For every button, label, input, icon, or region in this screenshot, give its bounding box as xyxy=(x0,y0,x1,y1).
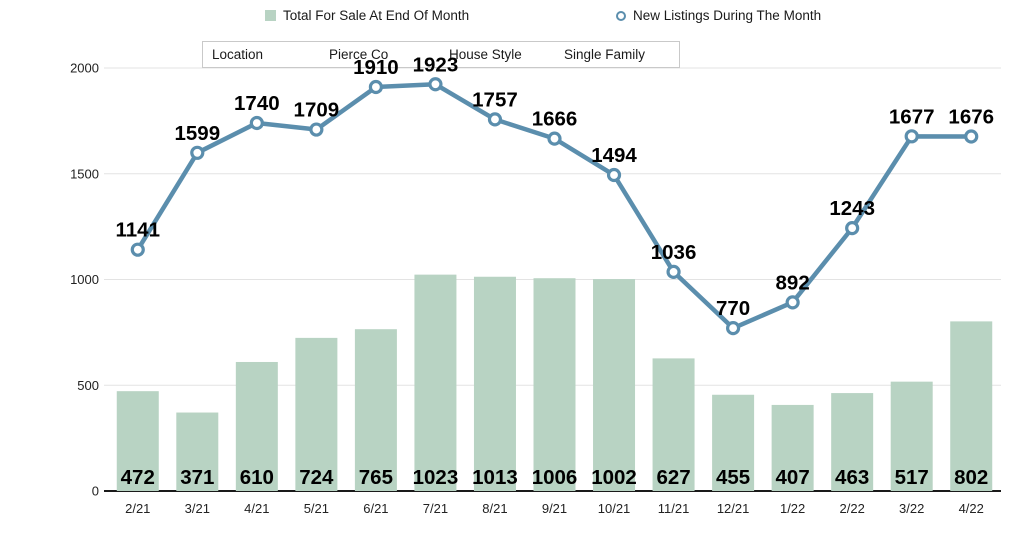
legend-item-total-for-sale[interactable]: Total For Sale At End Of Month xyxy=(265,8,469,23)
bar-value-label: 463 xyxy=(835,466,869,489)
x-tick-label: 12/21 xyxy=(717,501,750,516)
x-tick-label: 4/21 xyxy=(244,501,269,516)
bar-value-label: 455 xyxy=(716,466,750,489)
bar-7/21[interactable] xyxy=(414,274,457,491)
bar-value-label: 371 xyxy=(180,466,214,489)
x-tick-label: 3/22 xyxy=(899,501,924,516)
y-tick-label: 0 xyxy=(92,484,99,499)
filter-location-value: Pierce Co xyxy=(329,47,389,62)
x-tick-label: 6/21 xyxy=(363,501,388,516)
y-tick-label: 1500 xyxy=(70,166,99,181)
bar-11/21[interactable] xyxy=(652,358,695,491)
y-tick-label: 1000 xyxy=(70,272,99,287)
bar-value-label: 1002 xyxy=(591,466,637,489)
x-tick-label: 2/21 xyxy=(125,501,150,516)
bar-12/21[interactable] xyxy=(712,394,755,491)
filter-house-style-value: Single Family xyxy=(564,47,646,62)
x-tick-label: 2/22 xyxy=(840,501,865,516)
bar-value-label: 627 xyxy=(656,466,690,489)
x-tick-label: 8/21 xyxy=(482,501,507,516)
bar-value-label: 802 xyxy=(954,466,988,489)
bar-series-swatch-icon xyxy=(265,10,276,21)
bar-3/22[interactable] xyxy=(890,381,933,491)
filter-house-style-label: House Style xyxy=(449,47,522,62)
bar-4/22[interactable] xyxy=(950,321,993,491)
bar-value-label: 610 xyxy=(240,466,274,489)
bar-6/21[interactable] xyxy=(354,329,397,491)
bar-10/21[interactable] xyxy=(593,279,636,491)
bar-value-label: 1013 xyxy=(472,466,518,489)
y-tick-label: 500 xyxy=(77,378,99,393)
bar-5/21[interactable] xyxy=(295,337,338,491)
bar-value-label: 517 xyxy=(895,466,929,489)
bar-4/21[interactable] xyxy=(235,361,278,491)
line-series-swatch-icon xyxy=(616,10,626,21)
legend-label-new-listings: New Listings During The Month xyxy=(633,8,822,23)
bar-value-label: 765 xyxy=(359,466,393,489)
y-tick-label: 2000 xyxy=(70,61,99,76)
filter-location-label: Location xyxy=(212,47,264,62)
bar-value-label: 724 xyxy=(299,466,334,489)
bar-9/21[interactable] xyxy=(533,278,576,491)
bar-2/22[interactable] xyxy=(831,393,874,491)
bar-8/21[interactable] xyxy=(473,276,516,491)
filter-table: Location Pierce Co House Style Single Fa… xyxy=(202,41,680,68)
bar-3/21[interactable] xyxy=(176,412,219,491)
x-tick-label: 7/21 xyxy=(423,501,448,516)
x-tick-label: 9/21 xyxy=(542,501,567,516)
x-tick-label: 1/22 xyxy=(780,501,805,516)
bar-value-label: 1006 xyxy=(532,466,578,489)
bar-value-label: 472 xyxy=(121,466,155,489)
bar-2/21[interactable] xyxy=(116,391,159,491)
legend-label-total-for-sale: Total For Sale At End Of Month xyxy=(283,8,470,23)
x-tick-label: 3/21 xyxy=(185,501,210,516)
x-tick-label: 4/22 xyxy=(959,501,984,516)
legend-item-new-listings[interactable]: New Listings During The Month xyxy=(616,8,821,23)
x-tick-label: 10/21 xyxy=(598,501,631,516)
bar-value-label: 1023 xyxy=(413,466,459,489)
bar-1/22[interactable] xyxy=(771,404,814,491)
bar-value-label: 407 xyxy=(776,466,810,489)
x-tick-label: 11/21 xyxy=(658,501,690,516)
x-tick-label: 5/21 xyxy=(304,501,329,516)
